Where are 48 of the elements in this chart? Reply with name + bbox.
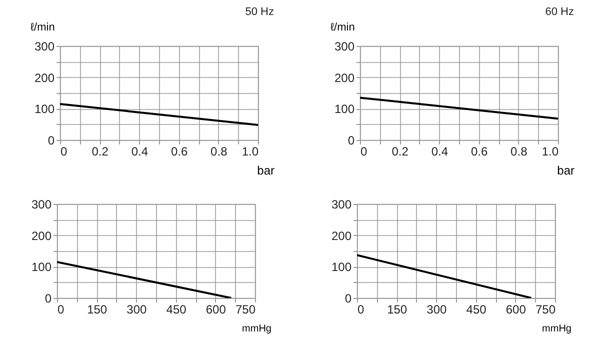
y-tick-label: 100 <box>31 260 52 274</box>
y-tick-label: 200 <box>331 228 352 243</box>
x-tick-label: 0 <box>60 144 68 158</box>
x-tick-label: 300 <box>426 302 448 316</box>
x-tick-label: 600 <box>206 302 226 316</box>
x-axis-title: mmHg <box>242 324 272 334</box>
x-tick-label: 300 <box>126 302 148 316</box>
y-tick-label: 300 <box>34 40 55 54</box>
y-tick-label: 0 <box>44 292 52 306</box>
y-axis-title: ℓ/min <box>330 22 355 34</box>
x-tick-label: 0.6 <box>470 144 488 158</box>
x-tick-label: 450 <box>166 302 187 316</box>
y-tick-label: 200 <box>34 70 55 85</box>
y-tick-label: 100 <box>334 102 355 116</box>
chart-title: 60 Hz <box>545 6 574 18</box>
y-tick-label: 0 <box>344 292 352 306</box>
x-axis-title: bar <box>257 164 275 178</box>
y-tick-label: 300 <box>331 198 352 212</box>
x-axis-title: mmHg <box>542 324 572 334</box>
x-tick-label: 450 <box>466 302 487 316</box>
x-tick-label: 600 <box>506 302 526 316</box>
y-axis-title: ℓ/min <box>30 22 55 34</box>
x-tick-label: 0.2 <box>92 144 109 158</box>
text: 1.0 <box>542 144 558 158</box>
y-tick-label: 200 <box>31 228 52 243</box>
y-tick-label: 200 <box>334 70 355 85</box>
y-tick-label: 0 <box>48 134 55 148</box>
x-tick-label: 0.8 <box>210 144 228 158</box>
x-tick-label: 0.8 <box>510 144 528 158</box>
x-tick-label: 150 <box>387 302 408 316</box>
text: 1.0 <box>242 144 258 158</box>
x-tick-label: 0.6 <box>170 144 188 158</box>
x-tick-label: 0.4 <box>131 144 148 158</box>
x-tick-label: 0 <box>360 144 368 158</box>
y-tick-label: 100 <box>331 260 352 274</box>
x-tick-label: 150 <box>87 302 108 316</box>
x-tick-label: 750 <box>535 302 556 316</box>
x-axis-title: bar <box>557 164 575 178</box>
x-tick-label: 0 <box>58 302 64 316</box>
chart-title: 50 Hz <box>245 6 274 18</box>
y-tick-label: 0 <box>348 134 355 148</box>
y-tick-label: 300 <box>334 40 355 54</box>
y-tick-label: 300 <box>31 198 52 212</box>
x-tick-label: 0 <box>358 302 364 316</box>
y-tick-label: 100 <box>34 102 55 116</box>
x-tick-label: 0.2 <box>392 144 409 158</box>
x-tick-label: 750 <box>235 302 256 316</box>
x-tick-label: 0.4 <box>431 144 448 158</box>
